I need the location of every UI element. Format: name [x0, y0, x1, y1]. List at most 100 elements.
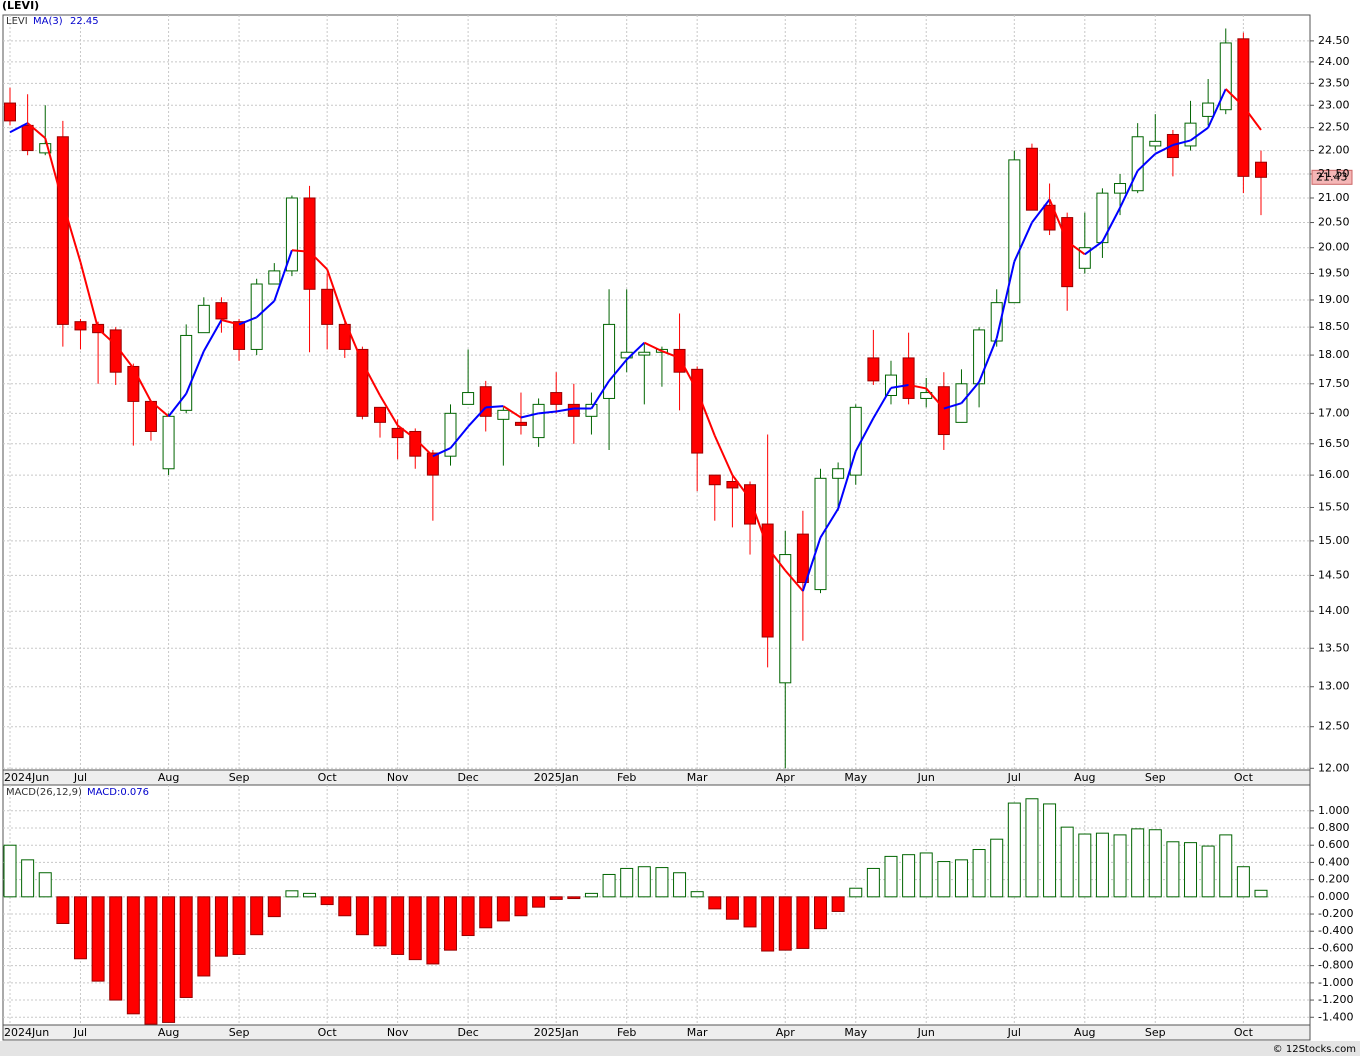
ma-line-segment — [678, 357, 699, 392]
candle-body — [321, 288, 334, 325]
x-tick-label: Sep — [1145, 771, 1166, 784]
y-tick-label: 0.400 — [1318, 855, 1350, 868]
macd-date-strip — [2, 1024, 1311, 1041]
ma-line-segment — [1225, 88, 1245, 107]
ma-line-segment — [9, 122, 29, 134]
ma-line-segment — [238, 316, 258, 326]
ma-line-segment — [167, 393, 187, 417]
macd-bar — [144, 896, 158, 1025]
candle-body — [479, 386, 492, 417]
macd-bar — [1236, 866, 1250, 898]
y-tick-label: 22.00 — [1318, 144, 1350, 157]
ma-line-segment — [854, 417, 875, 452]
x-tick-label: Oct — [1234, 771, 1254, 784]
y-tick-label: 20.00 — [1318, 241, 1350, 254]
candle-body — [444, 412, 457, 457]
macd-bar — [479, 896, 493, 929]
y-tick-label: 15.00 — [1318, 534, 1350, 547]
macd-bar — [126, 896, 140, 1015]
ma-line-segment — [449, 425, 469, 449]
x-tick-label: Apr — [776, 771, 796, 784]
macd-bar — [21, 859, 35, 898]
ma-line-segment — [731, 474, 751, 500]
ma-line-segment — [61, 202, 82, 263]
y-tick-label: -0.600 — [1318, 941, 1353, 954]
macd-value-label: MACD:0.076 — [87, 787, 149, 798]
y-tick-label: 0.600 — [1318, 838, 1350, 851]
macd-bar — [514, 896, 528, 917]
x-tick-label: 2024Jun — [4, 1026, 49, 1039]
candle-body — [990, 302, 1003, 342]
macd-bar — [1131, 828, 1145, 898]
candle-body — [532, 403, 545, 439]
ma-line-segment — [590, 380, 610, 410]
candle-body — [56, 136, 69, 325]
x-tick-label: Jun — [917, 1026, 935, 1039]
ma-line-segment — [202, 319, 223, 352]
macd-bar — [179, 896, 193, 998]
macd-bar — [796, 896, 810, 949]
macd-bar — [1095, 832, 1109, 898]
ma-line-segment — [273, 249, 293, 302]
y-tick-label: 15.50 — [1318, 500, 1350, 513]
y-tick-label: 24.00 — [1318, 55, 1350, 68]
macd-bar — [549, 896, 563, 900]
macd-bar — [443, 896, 457, 951]
candle-body — [673, 348, 686, 373]
macd-bar — [584, 892, 598, 898]
ma-line-segment — [995, 261, 1016, 339]
candle-body — [374, 406, 387, 423]
macd-bar — [1184, 842, 1198, 898]
x-tick-label: Aug — [158, 1026, 179, 1039]
ma-line-segment — [221, 319, 240, 326]
x-tick-label: Dec — [457, 1026, 478, 1039]
candle-body — [814, 477, 827, 591]
ma-line-segment — [132, 367, 152, 402]
macd-bar — [1219, 834, 1233, 898]
x-tick-label: 2025Jan — [534, 1026, 579, 1039]
ma-line-segment — [943, 402, 962, 410]
candle-body — [638, 351, 651, 356]
ma-line-segment — [185, 350, 205, 395]
ma-line-segment — [502, 405, 522, 419]
candle-body — [303, 197, 316, 290]
candle-body — [585, 403, 598, 417]
macd-bar — [567, 896, 581, 900]
ma-line-segment — [538, 410, 557, 415]
candle-body — [462, 392, 475, 405]
macd-bar — [1043, 803, 1057, 898]
macd-bar — [56, 896, 70, 924]
macd-bar — [954, 859, 968, 898]
macd-bar — [285, 890, 299, 898]
candle-body — [550, 392, 563, 405]
macd-bar — [778, 896, 792, 951]
y-tick-label: 16.00 — [1318, 468, 1350, 481]
candle-body — [1008, 159, 1021, 304]
ma-line-segment — [608, 358, 628, 382]
y-tick-label: 1.000 — [1318, 804, 1350, 817]
candle-body — [1025, 147, 1038, 211]
macd-bar — [972, 849, 986, 898]
candle-body — [21, 124, 34, 152]
x-tick-label: Oct — [318, 1026, 338, 1039]
ma-line-segment — [766, 547, 787, 572]
y-tick-label: -1.200 — [1318, 993, 1353, 1006]
ma-line-segment — [1031, 198, 1051, 224]
ma-line-segment — [661, 350, 680, 359]
macd-bar — [3, 844, 17, 898]
macd-bar — [496, 896, 510, 922]
x-tick-label: Aug — [158, 771, 179, 784]
x-tick-label: May — [844, 1026, 867, 1039]
y-tick-label: 12.00 — [1318, 761, 1350, 774]
macd-bar — [197, 896, 211, 977]
y-tick-label: 13.50 — [1318, 641, 1350, 654]
candle-body — [779, 554, 792, 684]
x-tick-label: Mar — [687, 771, 708, 784]
candle-body — [708, 474, 721, 486]
candle-body — [215, 302, 228, 320]
candle-body — [285, 197, 298, 272]
y-tick-label: 12.50 — [1318, 720, 1350, 733]
candle-body — [884, 374, 897, 397]
x-tick-label: Nov — [387, 1026, 409, 1039]
x-tick-label: Aug — [1074, 771, 1095, 784]
